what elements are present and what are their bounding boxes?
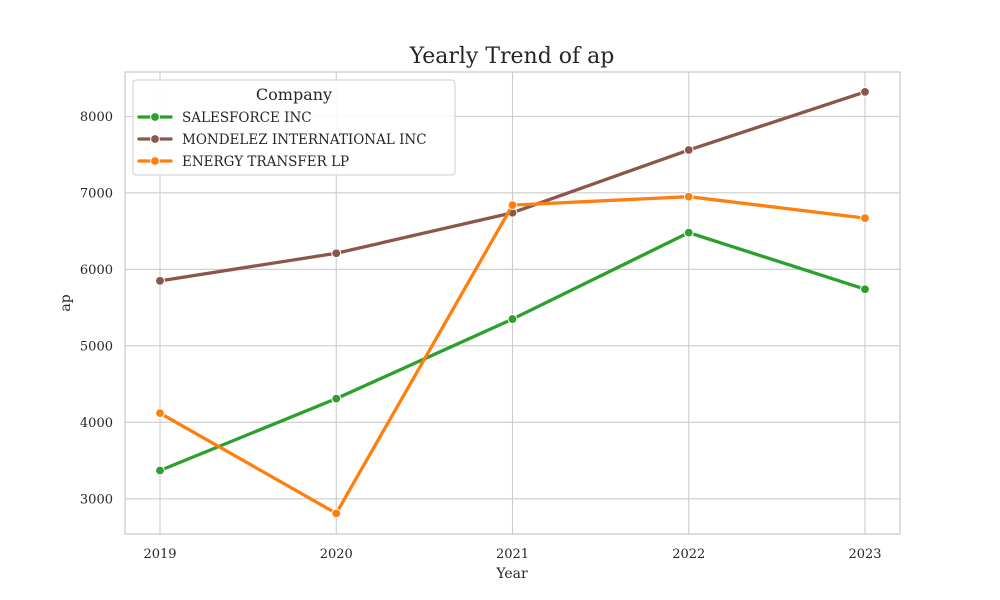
data-point [683, 145, 694, 155]
data-point [860, 213, 870, 223]
plot-frame [124, 71, 901, 535]
legend-item: SALESFORCE INC [137, 110, 312, 126]
y-tick-label: 7000 [80, 186, 113, 201]
legend-label: SALESFORCE INC [182, 110, 312, 126]
tick-labels: 2019 2020 2021 2022 2023 3000 4000 5000 6000 7000… [80, 110, 882, 562]
x-tick-label: 2022 [672, 547, 705, 562]
x-tick-label: 2020 [320, 547, 353, 562]
data-point [155, 408, 165, 419]
data-point [507, 314, 518, 324]
series-layer [155, 86, 870, 519]
series-2 [155, 191, 870, 519]
x-tick-label: 2023 [848, 547, 881, 562]
x-tick-label: 2021 [496, 547, 529, 562]
y-tick-label: 4000 [80, 416, 113, 431]
data-point [860, 86, 870, 97]
legend-box [132, 79, 456, 176]
data-point [683, 227, 694, 238]
y-axis-label: ap [58, 294, 74, 311]
y-tick-label: 8000 [80, 110, 113, 125]
legend-label: ENERGY TRANSFER LP [182, 154, 349, 170]
legend-item: ENERGY TRANSFER LP [137, 154, 349, 170]
chart-title: Yearly Trend of ap [409, 44, 615, 69]
data-point [155, 275, 165, 286]
series-0 [155, 227, 870, 476]
legend: Company SALESFORCE INC MONDELEZ INTERNATI… [132, 79, 456, 176]
legend-title: Company [256, 85, 332, 104]
legend-label: MONDELEZ INTERNATIONAL INC [182, 132, 427, 148]
data-point [683, 191, 694, 202]
y-tick-label: 5000 [80, 339, 113, 354]
y-tick-label: 3000 [80, 492, 113, 507]
x-tick-label: 2019 [143, 547, 176, 562]
data-point [331, 508, 342, 519]
data-point [331, 248, 342, 259]
x-axis-label: Year [495, 566, 528, 582]
legend-item: MONDELEZ INTERNATIONAL INC [137, 132, 427, 148]
data-point [507, 200, 518, 210]
data-point [155, 465, 165, 476]
y-tick-label: 6000 [80, 263, 113, 278]
data-point [860, 284, 870, 295]
data-point [331, 393, 342, 404]
legend-marker [150, 134, 160, 144]
legend-marker [150, 156, 160, 166]
legend-marker [150, 112, 160, 122]
grid-lines [125, 72, 900, 534]
